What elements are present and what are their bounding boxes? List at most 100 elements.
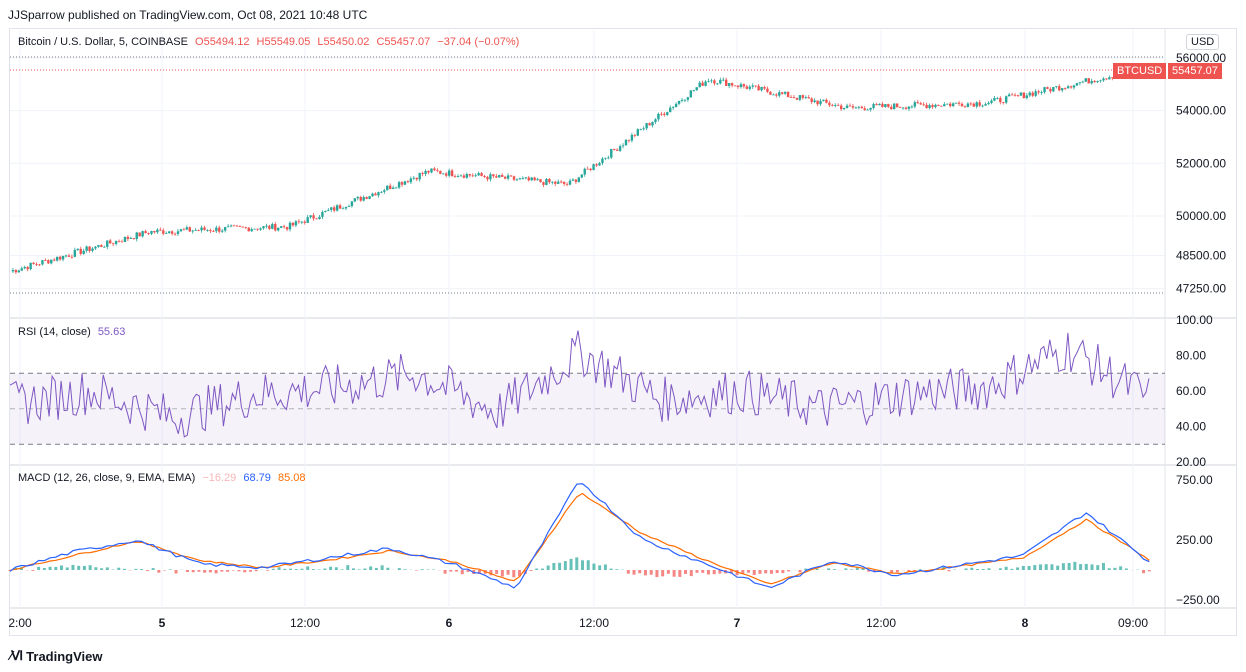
candle-body: [330, 207, 333, 210]
macd-hist-bar: [329, 566, 333, 570]
candle-body: [763, 87, 766, 89]
candle-body: [182, 229, 186, 231]
candle-body: [607, 157, 610, 159]
candle-body: [592, 164, 595, 171]
price-tick-label: 47250.00: [1176, 281, 1226, 295]
macd-hist-bar: [787, 570, 791, 572]
macd-hist-bar: [42, 568, 46, 570]
publish-header: JJSparrow published on TradingView.com, …: [8, 8, 368, 22]
macd-hist-bar: [157, 570, 161, 573]
macd-hist-bar: [964, 568, 968, 570]
candle-body: [954, 102, 958, 104]
candle-body: [97, 245, 100, 247]
candle-body: [704, 81, 707, 86]
candle-body: [14, 270, 18, 273]
candle-body: [710, 80, 713, 82]
symbol-label: Bitcoin / U.S. Dollar, 5, COINBASE: [18, 36, 188, 48]
macd-hist-bar: [300, 568, 304, 570]
macd-hist-bar: [672, 570, 676, 577]
candle-body: [315, 218, 318, 220]
macd-hist-bar: [827, 568, 831, 570]
price-tick-label: 50000.00: [1176, 209, 1226, 223]
candle-body: [1016, 94, 1020, 96]
candle-body: [179, 229, 183, 232]
macd-legend: MACD (12, 26, close, 9, EMA, EMA) −16.29…: [18, 472, 309, 484]
candle-body: [884, 104, 887, 107]
candle-body: [191, 230, 194, 232]
candle-body: [120, 241, 124, 243]
macd-hist-bar: [941, 566, 945, 570]
candle-body: [748, 86, 751, 89]
candle-body: [321, 211, 324, 217]
candle-body: [733, 85, 737, 87]
macd-hist-bar: [1016, 567, 1020, 570]
candle-body: [427, 170, 430, 173]
candle-body: [377, 192, 380, 196]
candle-body: [907, 106, 911, 109]
candle-body: [666, 112, 669, 115]
candle-body: [922, 104, 925, 106]
candle-body: [598, 163, 601, 166]
candle-body: [984, 104, 987, 106]
macd-hist-bar: [1096, 565, 1100, 570]
macd-hist-bar: [529, 570, 533, 571]
candle-body: [380, 191, 383, 193]
candle-body: [636, 129, 639, 136]
candle-body: [141, 231, 144, 237]
candle-body: [990, 100, 993, 103]
candle-body: [957, 102, 961, 104]
candle-body: [580, 174, 583, 178]
macd-hist-bar: [729, 570, 733, 574]
candle-body: [271, 224, 274, 229]
candle-body: [338, 205, 342, 209]
macd-hist-bar: [71, 564, 75, 570]
macd-hist-bar: [981, 568, 985, 570]
candle-body: [627, 139, 631, 141]
candle-body: [518, 178, 522, 180]
macd-hist-bar: [1142, 570, 1146, 574]
candle-body: [781, 92, 784, 94]
candle-body: [557, 181, 560, 184]
candle-body: [259, 228, 262, 230]
candle-body: [162, 230, 165, 234]
candle-body: [663, 113, 666, 115]
macd-hist-bar: [861, 568, 865, 570]
macd-hist-bar: [655, 570, 659, 578]
candle-body: [863, 108, 866, 111]
candle-body: [1090, 80, 1093, 84]
candle-body: [775, 94, 778, 96]
candle-body: [297, 221, 301, 223]
macd-hist-bar: [661, 570, 665, 577]
candle-body: [486, 176, 489, 180]
candle-body: [801, 95, 805, 98]
macd-hist-bar: [466, 570, 470, 572]
candle-body: [727, 83, 731, 86]
candle-body: [571, 179, 575, 181]
candle-body: [73, 249, 77, 257]
candle-body: [686, 97, 690, 100]
macd-hist-bar: [1061, 563, 1065, 570]
candle-body: [167, 231, 171, 234]
price-tick-label: 54000.00: [1176, 104, 1226, 118]
macd-hist-bar: [88, 565, 92, 570]
macd-label: MACD (12, 26, close, 9, EMA, EMA): [18, 472, 196, 484]
candle-body: [38, 264, 41, 266]
candle-body: [70, 256, 74, 258]
candle-body: [792, 97, 796, 99]
candle-body: [913, 102, 917, 107]
x-tick-label: 6: [446, 616, 453, 630]
candle-body: [412, 177, 415, 179]
candle-body: [356, 197, 359, 199]
price-tick-label: 56000.00: [1176, 51, 1226, 65]
candle-body: [365, 197, 368, 199]
candle-body: [126, 236, 130, 239]
candle-body: [1075, 83, 1079, 86]
chart-frame[interactable]: [9, 28, 1237, 636]
candle-body: [722, 79, 725, 81]
macd-hist-bar: [277, 567, 281, 570]
candle-body: [67, 255, 71, 257]
candle-body: [904, 107, 908, 109]
currency-selector[interactable]: USD: [1186, 34, 1220, 50]
candle-body: [816, 100, 819, 105]
